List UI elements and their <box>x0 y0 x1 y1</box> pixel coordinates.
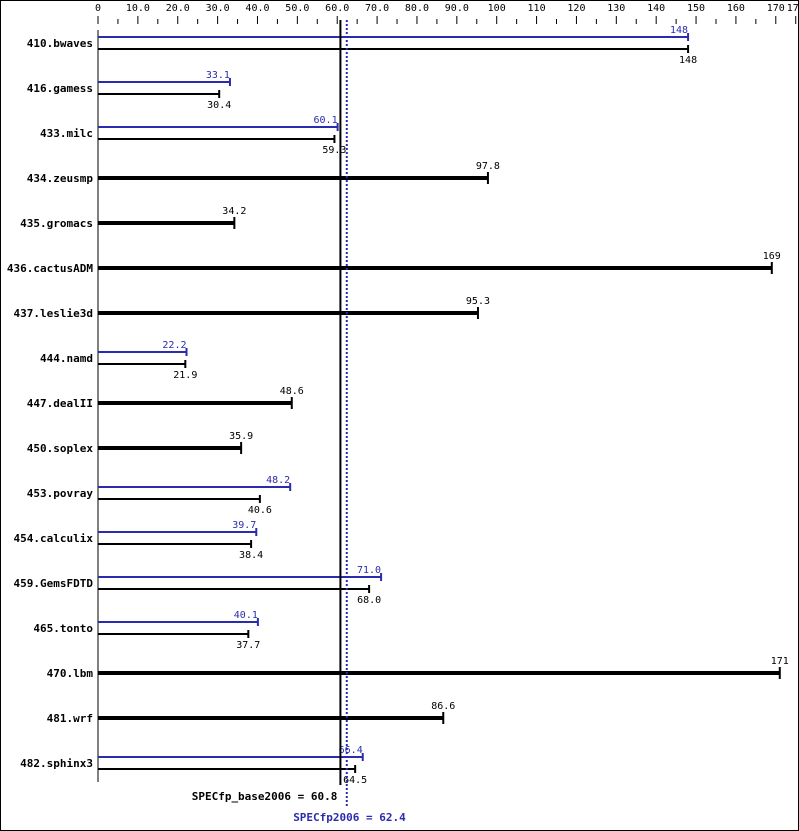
tick-label: 130 <box>607 3 625 14</box>
base-value-label: 21.9 <box>173 370 197 381</box>
benchmark-label: 453.povray <box>27 487 94 500</box>
benchmark-label: 436.cactusADM <box>7 262 93 275</box>
benchmark-label: 435.gromacs <box>20 217 93 230</box>
tick-label: 40.0 <box>245 3 269 14</box>
tick-label: 80.0 <box>405 3 429 14</box>
base-value-label: 35.9 <box>229 431 253 442</box>
x-axis: 0 10.0 20.0 30.0 40.0 50.0 60.0 70.0 80.0 90.0 100… <box>95 3 799 24</box>
tick-label: 60.0 <box>325 3 349 14</box>
base-value-label: 64.5 <box>343 775 367 786</box>
base-value-label: 34.2 <box>222 206 246 217</box>
tick-label: 0 <box>95 3 101 14</box>
benchmark-label: 465.tonto <box>33 622 93 635</box>
bars: 410.bwaves 148 148 416.gamess 33.1 30.4 433.mi… <box>7 25 789 786</box>
base-value-label: 48.6 <box>280 386 304 397</box>
benchmark-label: 454.calculix <box>14 532 94 545</box>
tick-label: 100 <box>488 3 506 14</box>
base-value-label: 148 <box>679 55 697 66</box>
tick-label: 175 <box>787 3 799 14</box>
peak-value-label: 48.2 <box>266 475 290 486</box>
peak-value-label: 39.7 <box>232 520 256 531</box>
tick-label: 140 <box>647 3 665 14</box>
base-value-label: 40.6 <box>248 505 272 516</box>
benchmark-label: 444.namd <box>40 352 93 365</box>
peak-value-label: 40.1 <box>234 610 258 621</box>
mean-lines: SPECfp_base2006 = 60.8 SPECfp2006 = 62.4 <box>192 20 406 824</box>
tick-label: 20.0 <box>166 3 190 14</box>
peak-value-label: 33.1 <box>206 70 230 81</box>
base-value-label: 38.4 <box>239 550 263 561</box>
base-value-label: 97.8 <box>476 161 500 172</box>
benchmark-label: 433.milc <box>40 127 93 140</box>
benchmark-label: 459.GemsFDTD <box>14 577 94 590</box>
tick-label: 120 <box>567 3 585 14</box>
benchmark-label: 437.leslie3d <box>14 307 93 320</box>
peak-mean-label: SPECfp2006 = 62.4 <box>293 811 406 824</box>
base-mean-label: SPECfp_base2006 = 60.8 <box>192 790 338 803</box>
base-value-label: 68.0 <box>357 595 381 606</box>
tick-label: 50.0 <box>285 3 309 14</box>
tick-label: 170 <box>767 3 785 14</box>
benchmark-label: 416.gamess <box>27 82 93 95</box>
base-value-label: 59.3 <box>322 145 346 156</box>
base-value-label: 30.4 <box>207 100 231 111</box>
base-value-label: 169 <box>763 251 781 262</box>
peak-value-label: 22.2 <box>162 340 186 351</box>
tick-label: 70.0 <box>365 3 389 14</box>
peak-value-label: 60.1 <box>314 115 338 126</box>
benchmark-label: 447.dealII <box>27 397 93 410</box>
benchmark-label: 470.lbm <box>47 667 94 680</box>
base-value-label: 95.3 <box>466 296 490 307</box>
benchmark-label: 482.sphinx3 <box>20 757 93 770</box>
tick-label: 160 <box>727 3 745 14</box>
tick-label: 30.0 <box>206 3 230 14</box>
benchmark-label: 450.soplex <box>27 442 94 455</box>
tick-label: 10.0 <box>126 3 150 14</box>
base-value-label: 86.6 <box>431 701 455 712</box>
tick-label: 150 <box>687 3 705 14</box>
peak-value-label: 148 <box>670 25 688 36</box>
tick-label: 90.0 <box>445 3 469 14</box>
peak-value-label: 66.4 <box>339 745 363 756</box>
tick-label: 110 <box>528 3 546 14</box>
benchmark-label: 410.bwaves <box>27 37 93 50</box>
base-value-label: 171 <box>771 656 789 667</box>
benchmark-label: 481.wrf <box>47 712 93 725</box>
benchmark-label: 434.zeusmp <box>27 172 94 185</box>
peak-value-label: 71.0 <box>357 565 381 576</box>
base-value-label: 37.7 <box>236 640 260 651</box>
